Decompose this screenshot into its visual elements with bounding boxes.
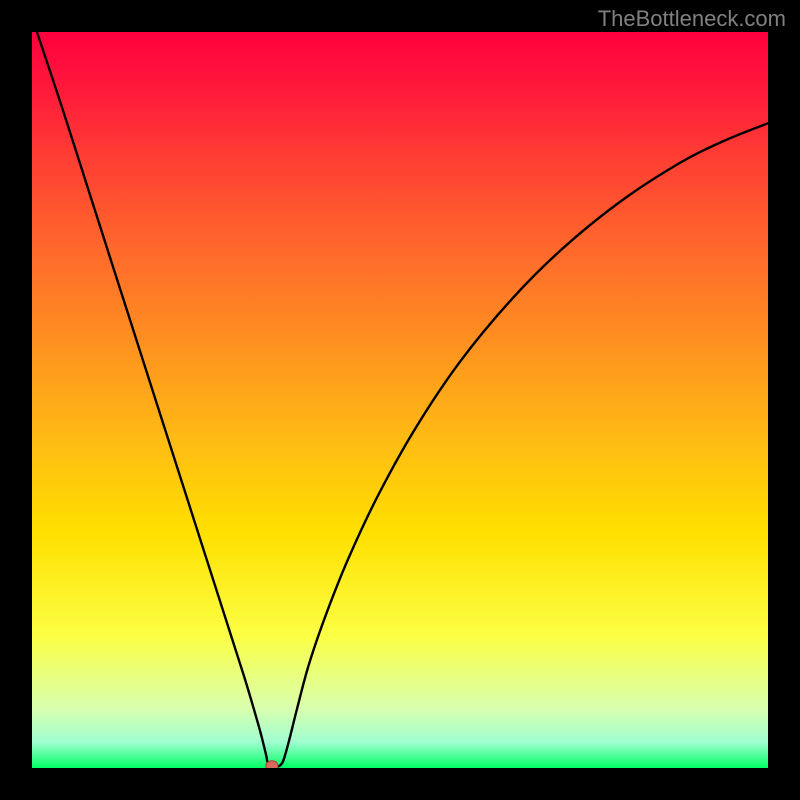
- watermark-text: TheBottleneck.com: [598, 6, 786, 32]
- gradient-background: [32, 32, 768, 768]
- bottleneck-chart: [0, 0, 800, 800]
- stage: TheBottleneck.com: [0, 0, 800, 800]
- optimal-marker: [266, 761, 278, 771]
